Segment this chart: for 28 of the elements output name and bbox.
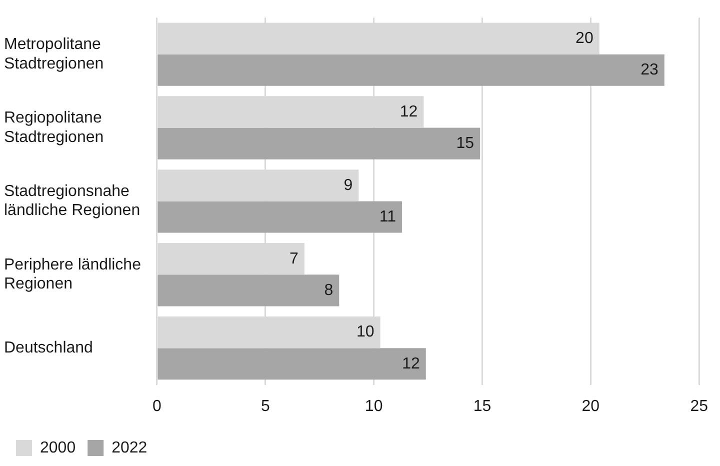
x-tick-label: 20: [582, 398, 600, 415]
x-tick-label: 0: [152, 398, 162, 415]
data-label: 12: [402, 355, 420, 372]
data-label: 9: [344, 176, 353, 194]
bar: [158, 128, 480, 160]
bar: [158, 274, 340, 306]
data-label: 12: [400, 103, 418, 120]
y-tick-label: Deutschland: [4, 339, 93, 356]
data-label: 8: [324, 282, 334, 299]
x-tick-label: 10: [364, 398, 383, 415]
y-tick-label: Regiopolitane Stadtregionen: [4, 110, 104, 146]
y-tick-label: Periphere ländliche Regionen: [4, 256, 142, 293]
y-tick-label: Stadtregionsnahe ländliche Regionen: [4, 183, 140, 220]
data-label: 11: [379, 208, 396, 226]
y-tick-label: Metropolitane Stadtregionen: [4, 36, 104, 72]
bar: [158, 201, 402, 233]
x-tick-label: 25: [690, 398, 708, 415]
data-label: 7: [290, 250, 299, 268]
legend-label: 2022: [112, 439, 148, 456]
legend-label: 2000: [40, 439, 76, 456]
data-label: 20: [576, 30, 594, 47]
data-label: 23: [640, 62, 659, 79]
x-tick-label: 15: [473, 398, 492, 415]
data-label: 10: [356, 324, 374, 341]
bar: [158, 348, 426, 380]
bar: [158, 54, 664, 86]
data-label: 15: [456, 134, 474, 152]
x-tick-label: 5: [260, 398, 270, 415]
